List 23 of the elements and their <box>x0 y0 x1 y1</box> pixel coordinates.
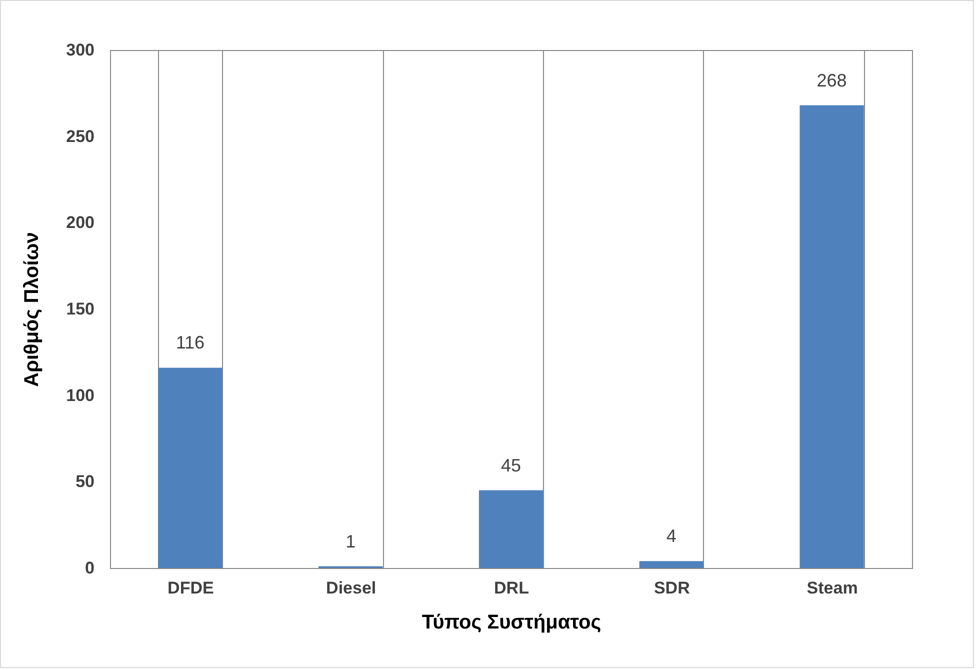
x-tick-label: Diesel <box>326 578 376 598</box>
x-axis-title: Τύπος Συστήματος <box>422 612 602 634</box>
x-tick-label: Steam <box>806 578 858 598</box>
y-tick-label: 250 <box>66 126 94 146</box>
bar <box>639 561 704 568</box>
bar <box>800 105 864 568</box>
y-tick-label: 300 <box>66 40 94 60</box>
data-label: 116 <box>176 332 205 353</box>
data-label: 1 <box>346 531 356 552</box>
y-tick-label: 200 <box>66 213 94 232</box>
bar <box>158 368 222 568</box>
x-tick-label: SDR <box>654 578 690 598</box>
data-label: 268 <box>816 70 847 90</box>
y-tick-label: 150 <box>66 300 94 318</box>
x-tick-label: DRL <box>494 578 529 598</box>
x-tick-label: DFDE <box>168 578 214 598</box>
y-tick-label: 50 <box>76 472 94 492</box>
data-label: 4 <box>666 526 676 546</box>
bar <box>478 490 544 568</box>
y-axis-title: Αριθμός Πλοίων <box>21 232 44 387</box>
data-label: 45 <box>500 455 522 476</box>
y-tick-label: 100 <box>66 386 94 405</box>
y-tick-label: 0 <box>85 558 94 578</box>
